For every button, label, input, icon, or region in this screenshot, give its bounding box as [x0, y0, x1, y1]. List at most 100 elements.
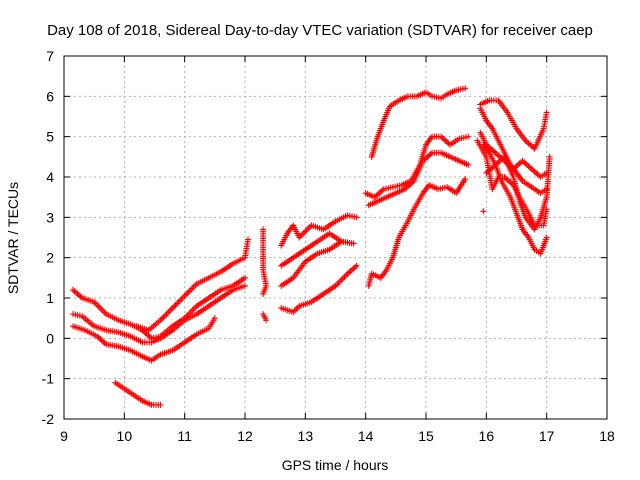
data-point — [493, 151, 500, 158]
data-point — [211, 315, 218, 322]
data-point — [174, 300, 181, 307]
data-point — [546, 153, 553, 160]
x-tick-label: 15 — [418, 428, 434, 444]
data-point — [490, 148, 497, 155]
data-point — [521, 159, 528, 166]
data-point — [74, 290, 81, 297]
data-point — [349, 266, 356, 273]
data-point — [507, 179, 514, 186]
x-tick-label: 13 — [298, 428, 314, 444]
data-point — [522, 160, 529, 167]
data-point — [303, 226, 310, 233]
chart-title: Day 108 of 2018, Sidereal Day-to-day VTE… — [47, 22, 593, 39]
data-point — [146, 333, 153, 340]
data-point — [531, 168, 538, 175]
data-point — [462, 85, 469, 92]
y-tick-label: 3 — [46, 209, 54, 225]
data-point — [528, 143, 535, 150]
data-point — [180, 294, 187, 301]
data-point — [189, 285, 196, 292]
data-point — [441, 136, 448, 143]
y-tick-label: -2 — [42, 411, 55, 427]
data-point — [181, 292, 188, 299]
data-point — [504, 176, 511, 183]
data-point — [95, 303, 102, 310]
plot-frame — [63, 55, 608, 420]
data-point — [70, 286, 77, 293]
data-point — [100, 338, 107, 345]
data-point — [377, 188, 384, 195]
data-point — [76, 292, 83, 299]
data-point — [177, 297, 184, 304]
data-point — [166, 308, 173, 315]
data-point — [350, 240, 357, 247]
data-point — [465, 161, 472, 168]
data-point — [530, 167, 537, 174]
data-point — [495, 152, 502, 159]
y-tick-label: -1 — [42, 371, 55, 387]
data-point — [163, 311, 170, 318]
x-tick-label: 17 — [539, 428, 555, 444]
data-point — [168, 306, 175, 313]
data-point — [245, 236, 252, 243]
data-point — [525, 163, 532, 170]
data-point — [496, 157, 503, 164]
data-point — [524, 161, 531, 168]
y-tick-label: 6 — [46, 88, 54, 104]
data-point — [439, 135, 446, 142]
y-tick-label: 0 — [46, 330, 54, 346]
data-point — [242, 274, 248, 281]
data-point — [165, 309, 172, 316]
data-point — [462, 176, 469, 183]
x-tick-label: 12 — [237, 428, 253, 444]
data-point — [480, 208, 487, 215]
data-point — [260, 290, 267, 297]
data-point — [442, 137, 449, 144]
y-tick-label: 2 — [46, 250, 54, 266]
data-point — [190, 283, 197, 290]
y-tick-label: 1 — [46, 290, 54, 306]
data-point — [352, 264, 359, 271]
data-point — [337, 278, 344, 285]
data-point — [346, 269, 353, 276]
data-point — [160, 314, 167, 321]
data-point — [525, 140, 532, 147]
data-point — [302, 228, 309, 235]
data-point — [171, 303, 178, 310]
data-point — [97, 336, 104, 343]
data-point — [159, 315, 166, 322]
data-point — [98, 306, 105, 313]
data-point — [187, 286, 194, 293]
data-point — [334, 281, 341, 288]
data-point — [427, 151, 434, 158]
data-point — [527, 141, 534, 148]
data-point — [444, 139, 451, 146]
data-point — [338, 276, 345, 283]
data-point — [71, 288, 78, 295]
data-point — [142, 329, 149, 336]
data-point — [341, 273, 348, 280]
data-point — [533, 169, 540, 176]
data-point — [184, 289, 191, 296]
x-tick-label: 18 — [599, 428, 615, 444]
data-point — [519, 157, 526, 164]
data-point — [340, 275, 347, 282]
data-point — [527, 164, 534, 171]
data-point — [465, 133, 472, 140]
data-point — [350, 265, 357, 272]
data-point — [145, 332, 152, 339]
data-points — [70, 85, 553, 408]
data-point — [343, 272, 350, 279]
x-tick-label: 16 — [479, 428, 495, 444]
data-point — [335, 279, 342, 286]
data-point — [157, 401, 164, 408]
data-point — [178, 296, 185, 303]
data-point — [97, 305, 104, 312]
data-point — [162, 312, 169, 319]
grid-lines — [64, 56, 607, 419]
x-tick-label: 11 — [177, 428, 192, 444]
y-tick-label: 7 — [46, 48, 54, 64]
data-point — [172, 302, 179, 309]
data-point — [338, 238, 345, 245]
data-point — [543, 234, 550, 241]
